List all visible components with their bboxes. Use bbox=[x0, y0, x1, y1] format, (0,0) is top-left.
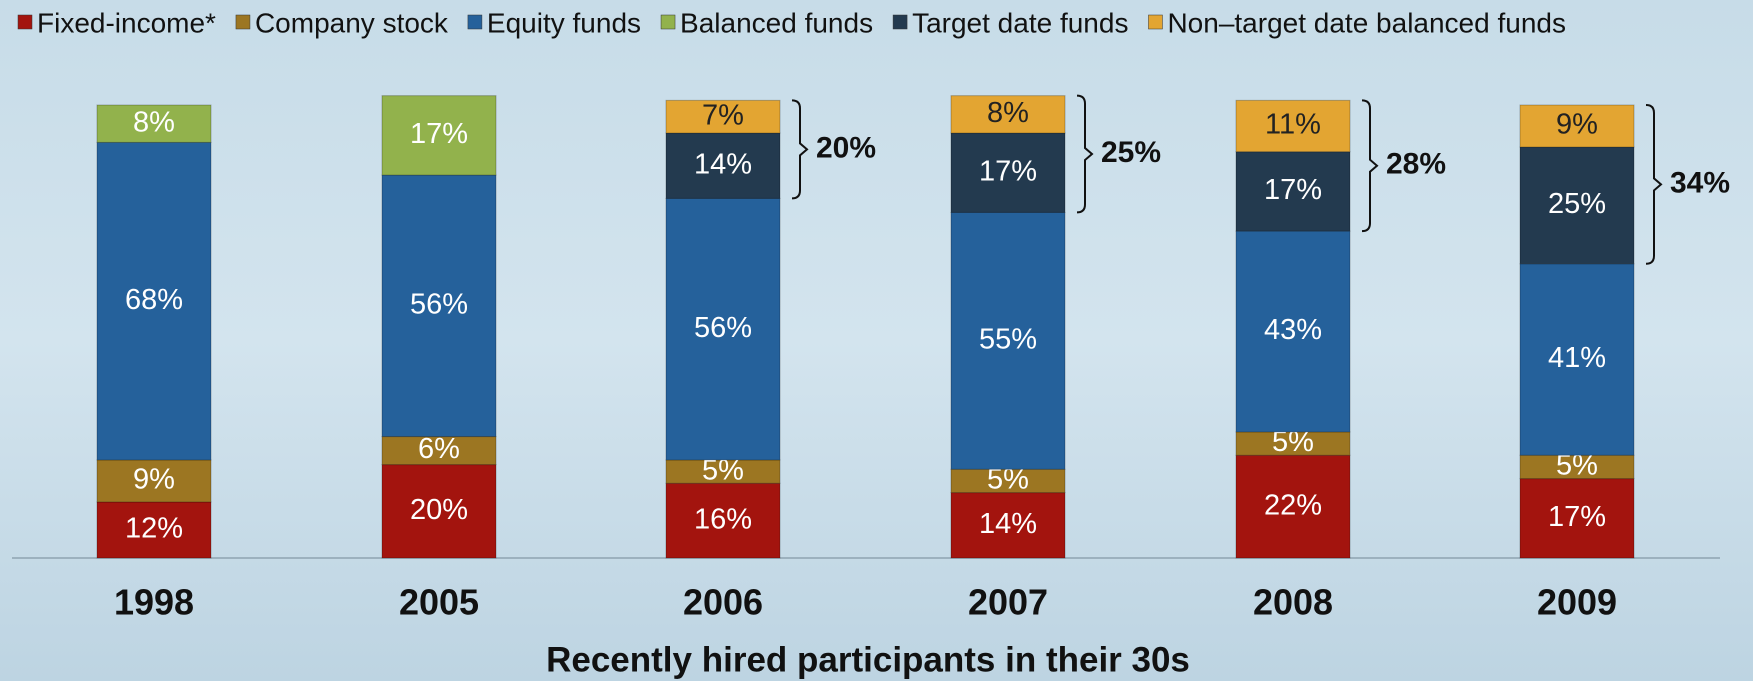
data-label: 68% bbox=[125, 284, 183, 316]
data-label: 17% bbox=[1548, 501, 1606, 533]
data-label: 41% bbox=[1548, 342, 1606, 374]
bar-segment bbox=[1235, 230, 1351, 433]
bar-segment bbox=[1235, 99, 1351, 153]
legend-label: Company stock bbox=[255, 7, 449, 38]
data-label: 16% bbox=[694, 503, 752, 535]
brace bbox=[1645, 104, 1663, 265]
data-label: 43% bbox=[1264, 314, 1322, 346]
data-label: 17% bbox=[1264, 174, 1322, 206]
brace bbox=[791, 99, 809, 200]
bar-segment bbox=[96, 501, 212, 559]
bar-segment bbox=[665, 482, 781, 559]
data-label: 22% bbox=[1264, 489, 1322, 521]
data-label: 12% bbox=[125, 513, 183, 545]
x-tick-label: 1998 bbox=[114, 582, 194, 623]
data-label: 11% bbox=[1265, 109, 1321, 141]
x-tick-label: 2008 bbox=[1253, 582, 1333, 623]
x-tick-label: 2007 bbox=[968, 582, 1048, 623]
data-label: 6% bbox=[418, 433, 460, 465]
x-tick-label: 2006 bbox=[683, 582, 763, 623]
data-label: 8% bbox=[987, 97, 1029, 129]
bar-segment bbox=[950, 492, 1066, 559]
bar-segment bbox=[665, 197, 781, 461]
data-label: 8% bbox=[133, 106, 175, 138]
legend-label: Balanced funds bbox=[680, 7, 873, 38]
legend-label: Equity funds bbox=[487, 7, 641, 38]
bar-segment bbox=[381, 436, 497, 466]
data-label: 55% bbox=[979, 324, 1037, 356]
data-label: 56% bbox=[410, 288, 468, 320]
legend-swatch bbox=[892, 14, 908, 30]
legend-label: Target date funds bbox=[912, 7, 1128, 38]
data-label: 9% bbox=[1556, 109, 1598, 141]
bar-segment bbox=[1519, 104, 1635, 148]
bar-segment bbox=[1519, 478, 1635, 559]
data-label: 17% bbox=[979, 155, 1037, 187]
bar-segment bbox=[1519, 146, 1635, 265]
data-label: 20% bbox=[410, 494, 468, 526]
bar-segment bbox=[381, 95, 497, 176]
bar-segment bbox=[96, 141, 212, 461]
legend-swatch bbox=[467, 14, 483, 30]
x-axis-label: Recently hired participants in their 30s bbox=[546, 640, 1190, 679]
data-label: 17% bbox=[410, 118, 468, 150]
x-tick-label: 2009 bbox=[1537, 582, 1617, 623]
bar-segment bbox=[1519, 263, 1635, 456]
bar-segment bbox=[381, 174, 497, 438]
bar-segment bbox=[96, 459, 212, 503]
bar-segment bbox=[1235, 454, 1351, 559]
data-label: 14% bbox=[979, 508, 1037, 540]
brace-label: 20% bbox=[816, 131, 876, 164]
brace-label: 28% bbox=[1386, 148, 1446, 181]
x-tick-label: 2005 bbox=[399, 582, 479, 623]
data-label: 7% bbox=[702, 99, 744, 131]
bar-segment bbox=[950, 211, 1066, 470]
bar-segment bbox=[96, 104, 212, 143]
data-label: 25% bbox=[1548, 188, 1606, 220]
legend-swatch bbox=[17, 14, 33, 30]
legend-swatch bbox=[660, 14, 676, 30]
legend-label: Fixed-income* bbox=[37, 7, 216, 38]
bar-segment bbox=[665, 99, 781, 134]
brace-label: 34% bbox=[1670, 166, 1730, 199]
data-label: 56% bbox=[694, 312, 752, 344]
legend-label: Non–target date balanced funds bbox=[1167, 7, 1566, 38]
bar-segment bbox=[381, 464, 497, 559]
legend-swatch bbox=[235, 14, 251, 30]
bar-segment bbox=[950, 132, 1066, 213]
bar-segment bbox=[950, 95, 1066, 134]
brace-label: 25% bbox=[1101, 136, 1161, 169]
brace bbox=[1076, 94, 1094, 214]
bar-segment bbox=[1235, 151, 1351, 232]
data-label: 9% bbox=[133, 464, 175, 496]
legend-swatch bbox=[1148, 14, 1163, 30]
data-label: 14% bbox=[694, 148, 752, 180]
brace bbox=[1361, 99, 1379, 233]
bar-segment bbox=[665, 132, 781, 199]
